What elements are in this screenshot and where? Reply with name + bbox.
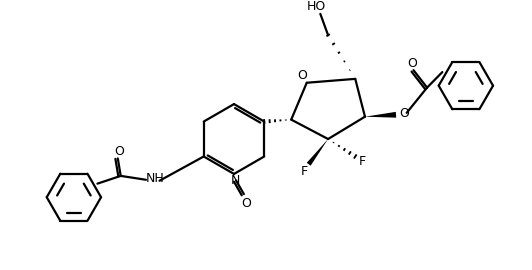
Text: O: O: [114, 145, 124, 158]
Text: O: O: [408, 57, 418, 70]
Text: O: O: [297, 69, 307, 82]
Text: O: O: [399, 107, 409, 120]
Text: NH: NH: [145, 172, 164, 185]
Text: HO: HO: [307, 0, 326, 13]
Text: N: N: [230, 174, 239, 187]
Text: F: F: [359, 155, 365, 168]
Polygon shape: [365, 112, 396, 118]
Polygon shape: [307, 139, 328, 166]
Text: O: O: [242, 197, 252, 210]
Text: F: F: [300, 164, 307, 178]
